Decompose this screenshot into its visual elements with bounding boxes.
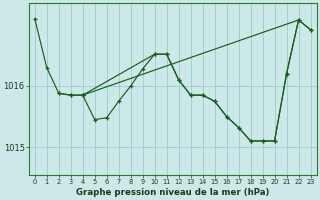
X-axis label: Graphe pression niveau de la mer (hPa): Graphe pression niveau de la mer (hPa) [76,188,269,197]
